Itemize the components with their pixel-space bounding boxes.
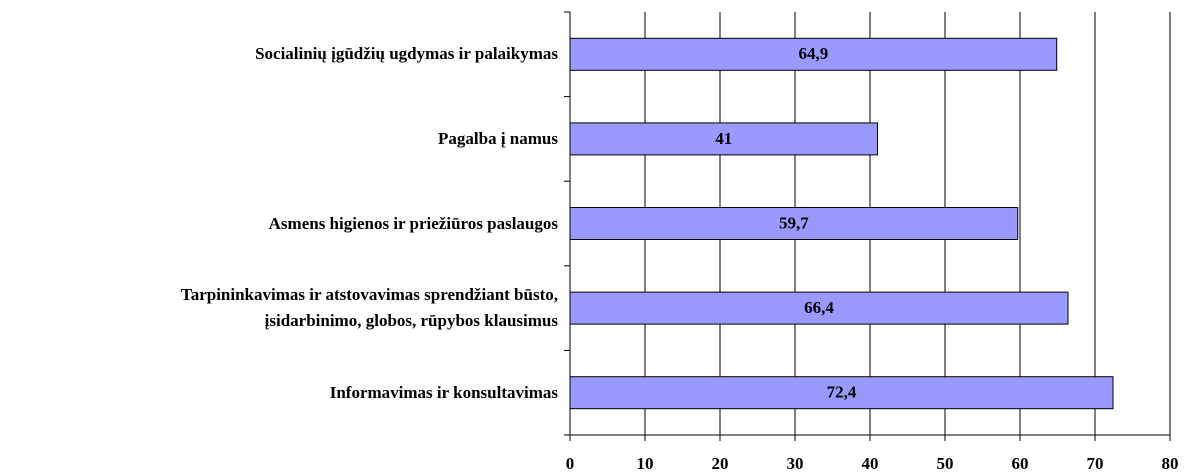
bar (569, 37, 1058, 71)
bar (569, 291, 1069, 325)
y-tick-label: Socialinių įgūdžių ugdymas ir palaikymas (255, 44, 558, 64)
y-tick-label: Asmens higienos ir priežiūros paslaugos (268, 213, 558, 233)
x-tick-label: 20 (712, 454, 729, 473)
x-tick-label: 10 (637, 454, 654, 473)
y-tick-label: Tarpininkavimas ir atstovavimas sprendži… (180, 285, 558, 331)
bar (569, 122, 878, 156)
value-label: 64,9 (799, 44, 829, 63)
x-tick-label: 80 (1162, 454, 1179, 473)
x-tick-label: 40 (862, 454, 879, 473)
y-tick-label: Pagalba į namus (438, 128, 558, 148)
value-label: 72,4 (827, 383, 857, 402)
bar (569, 376, 1114, 410)
bar (569, 207, 1019, 240)
x-tick-label: 0 (566, 454, 575, 473)
value-label: 66,4 (804, 298, 834, 317)
x-tick-label: 70 (1087, 454, 1104, 473)
x-tick-label: 30 (787, 454, 804, 473)
x-tick-label: 50 (937, 454, 954, 473)
value-label: 59,7 (779, 213, 809, 232)
y-tick-label: Informavimas ir konsultavimas (329, 382, 558, 402)
x-tick-label: 60 (1012, 454, 1029, 473)
value-label: 41 (715, 129, 732, 148)
